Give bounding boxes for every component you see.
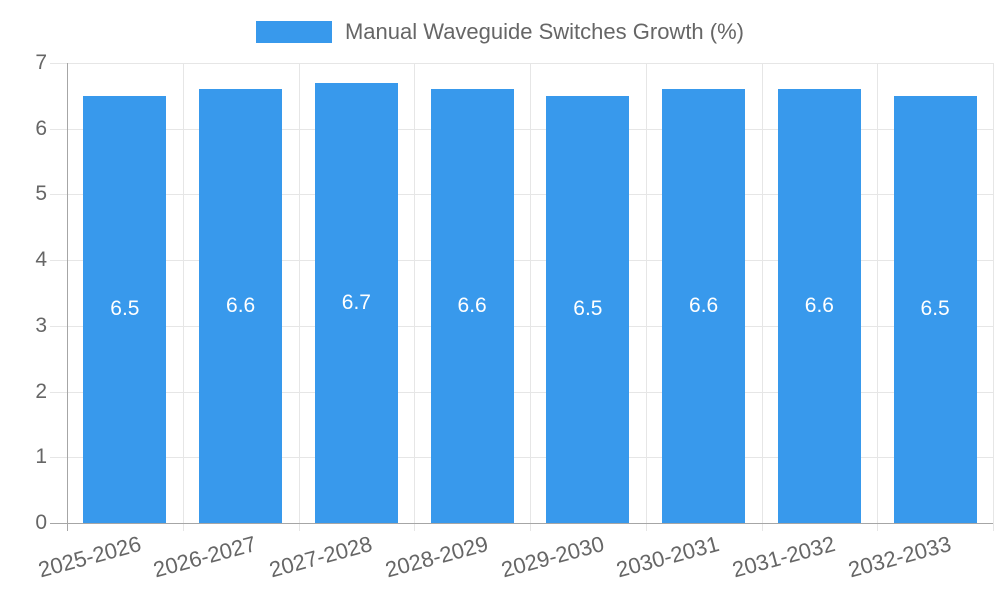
gridline-horizontal [50, 457, 993, 459]
x-axis-tick [993, 523, 994, 531]
y-tick-label: 0 [35, 511, 47, 534]
x-tick-label: 2026-2027 [150, 531, 260, 583]
gridline-vertical [182, 63, 184, 523]
bar-value-label: 6.5 [110, 297, 140, 321]
bar-2027-2028[interactable]: 6.7 [314, 82, 398, 523]
x-axis-tick [530, 523, 531, 531]
bar-value-label: 6.6 [689, 294, 719, 318]
y-tick-label: 2 [35, 379, 47, 403]
x-axis-tick [182, 523, 184, 531]
x-axis-tick [414, 523, 416, 531]
x-tick-label: 2029-2030 [498, 531, 607, 583]
y-tick-label: 6 [35, 116, 47, 140]
y-tick-label: 7 [35, 51, 47, 74]
gridline-horizontal [50, 194, 993, 196]
bar-value-label: 6.5 [920, 297, 950, 321]
y-axis-line [67, 63, 68, 531]
x-tick-label: 2032-2033 [845, 531, 954, 583]
x-tick-label: 2025-2026 [35, 531, 144, 583]
gridline-horizontal [50, 260, 993, 262]
plot-area: 6.5 6.6 6.7 6.6 6.5 6.6 6.6 6.5 [50, 63, 994, 531]
x-axis-tick [877, 523, 879, 531]
bar-2025-2026[interactable]: 6.5 [83, 95, 167, 523]
legend-label: Manual Waveguide Switches Growth (%) [344, 19, 744, 44]
y-tick-label: 3 [35, 313, 47, 337]
x-tick-label: 2027-2028 [266, 531, 375, 583]
bar-value-label: 6.7 [341, 290, 371, 314]
gridline-horizontal [50, 391, 993, 393]
x-axis-tick [298, 523, 300, 531]
gridline-vertical [645, 63, 647, 523]
bar-value-label: 6.5 [573, 297, 603, 321]
bar-2030-2031[interactable]: 6.6 [662, 89, 746, 523]
x-tick-label: 2031-2032 [729, 531, 838, 583]
gridline-horizontal [50, 63, 993, 64]
gridline-vertical [414, 63, 416, 523]
bar-value-label: 6.6 [226, 294, 256, 318]
gridline-vertical [298, 63, 300, 523]
bar-value-label: 6.6 [457, 294, 487, 318]
legend-swatch-icon [255, 21, 332, 43]
y-tick-label: 1 [35, 445, 47, 469]
bar-2032-2033[interactable]: 6.5 [893, 95, 977, 523]
x-axis-tick [645, 523, 647, 531]
bar-value-label: 6.6 [804, 294, 834, 318]
gridline-horizontal [50, 128, 993, 130]
bar-2031-2032[interactable]: 6.6 [777, 89, 861, 523]
gridline-vertical [993, 63, 994, 523]
chart-legend[interactable]: Manual Waveguide Switches Growth (%) [0, 19, 1000, 45]
bar-2028-2029[interactable]: 6.6 [430, 89, 514, 523]
y-tick-label: 5 [35, 182, 47, 206]
x-axis-line [50, 523, 993, 524]
gridline-vertical [530, 63, 531, 523]
x-tick-label: 2030-2031 [613, 531, 723, 583]
gridline-vertical [877, 63, 879, 523]
y-tick-label: 4 [35, 248, 47, 272]
bar-2029-2030[interactable]: 6.5 [546, 95, 630, 523]
bar-2026-2027[interactable]: 6.6 [199, 89, 283, 523]
x-tick-label: 2028-2029 [382, 531, 491, 583]
x-axis-tick [761, 523, 763, 531]
gridline-horizontal [50, 325, 993, 327]
gridline-vertical [761, 63, 763, 523]
